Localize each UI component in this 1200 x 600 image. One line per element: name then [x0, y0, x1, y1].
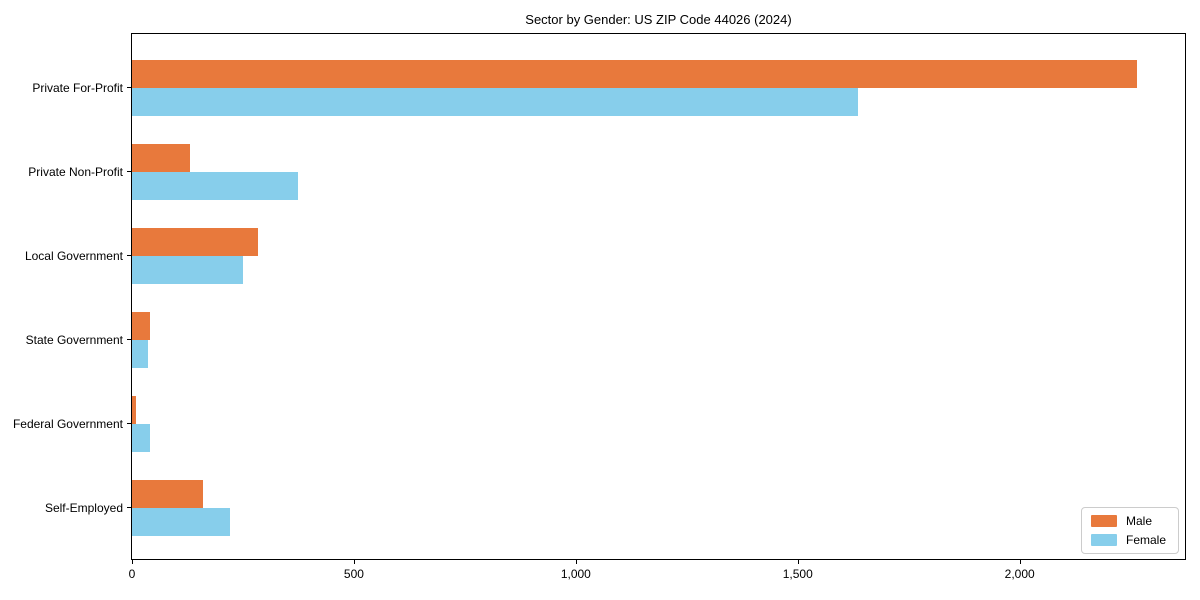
x-axis-tick-label: 0 [128, 567, 136, 581]
bar-female [132, 171, 299, 200]
bar-female [132, 339, 148, 368]
y-axis-tick [127, 171, 132, 172]
y-axis-label: Private Non-Profit [28, 164, 123, 179]
legend-item-male: Male [1090, 514, 1166, 528]
x-axis-tick-label: 1,000 [560, 567, 591, 581]
y-axis-tick [127, 423, 132, 424]
bar-male [132, 227, 259, 256]
x-axis-tick-label: 1,500 [782, 567, 813, 581]
y-axis-label: Self-Employed [44, 500, 123, 515]
legend-item-female: Female [1090, 533, 1166, 547]
x-axis-tick [575, 559, 577, 564]
y-axis-label: Private For-Profit [32, 80, 123, 95]
x-axis-tick [353, 559, 355, 564]
female-swatch-icon [1090, 534, 1117, 546]
x-axis-tick-label: 2,000 [1004, 567, 1035, 581]
y-axis-tick [127, 339, 132, 340]
bar-female [132, 423, 150, 452]
legend-label-male: Male [1125, 514, 1152, 528]
y-axis-label: Local Government [24, 248, 123, 263]
bar-female [132, 255, 243, 284]
y-axis-tick [127, 87, 132, 88]
legend-label-female: Female [1125, 533, 1166, 547]
bar-male [132, 59, 1138, 88]
y-axis-label: State Government [25, 332, 123, 347]
x-axis-tick-label: 500 [343, 567, 364, 581]
x-axis-tick [132, 559, 133, 564]
bar-female [132, 507, 230, 536]
bar-male [132, 311, 150, 340]
plot-area: Private For-Profit Private Non-Profit Loca… [13, 33, 1186, 581]
bar-male [132, 143, 190, 172]
bar-male [132, 395, 136, 424]
x-axis-tick [1019, 559, 1021, 564]
y-axis-label: Federal Government [12, 416, 123, 431]
bar-male [132, 479, 203, 508]
y-axis-tick [127, 507, 132, 508]
bar-female [132, 87, 858, 116]
chart-title: Sector by Gender: US ZIP Code 44026 (202… [525, 12, 792, 27]
x-axis-tick [797, 559, 799, 564]
legend: Male Female [1080, 507, 1179, 554]
y-axis-tick [127, 255, 132, 256]
male-swatch-icon [1090, 515, 1117, 527]
